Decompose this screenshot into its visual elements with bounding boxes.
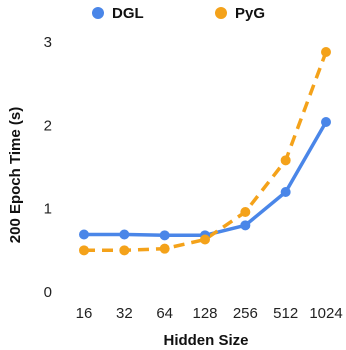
legend-marker-dgl <box>92 7 104 19</box>
x-tick-label: 1024 <box>309 305 342 322</box>
data-point-dgl <box>280 187 291 197</box>
legend: DGL PyG <box>92 5 265 22</box>
series-line-pyg <box>84 51 328 253</box>
legend-marker-pyg <box>215 7 227 19</box>
data-point-pyg <box>119 245 130 256</box>
y-axis-label: 200 Epoch Time (s) <box>7 107 24 243</box>
x-tick-label: 16 <box>76 305 93 322</box>
y-axis-ticks: 0 1 2 3 <box>44 34 52 301</box>
series-line-dgl <box>84 121 328 238</box>
data-point-dgl <box>159 230 170 241</box>
data-point-dgl <box>79 229 89 240</box>
x-tick-label: 64 <box>156 305 173 322</box>
x-axis-ticks: 16 32 64 128 256 512 1024 <box>76 305 343 322</box>
data-point-pyg <box>159 243 170 254</box>
x-tick-label: 512 <box>273 305 298 322</box>
y-tick-label: 2 <box>44 117 52 134</box>
legend-label-dgl: DGL <box>112 5 144 22</box>
data-point-pyg <box>280 155 291 166</box>
data-point-dgl <box>119 229 130 240</box>
y-tick-label: 3 <box>44 34 52 51</box>
legend-label-pyg: PyG <box>235 5 265 22</box>
data-point-pyg <box>79 245 89 256</box>
y-tick-label: 0 <box>44 284 52 301</box>
x-tick-label: 128 <box>192 305 217 322</box>
x-tick-label: 256 <box>233 305 258 322</box>
series-lines <box>84 51 328 253</box>
x-tick-label: 32 <box>116 305 133 322</box>
series-points <box>79 47 331 256</box>
y-tick-label: 1 <box>44 201 52 218</box>
data-point-pyg <box>200 234 210 245</box>
data-point-dgl <box>321 117 331 127</box>
x-axis-label: Hidden Size <box>163 332 248 349</box>
data-point-pyg <box>240 207 251 217</box>
data-point-pyg <box>321 47 331 57</box>
data-point-dgl <box>240 220 251 231</box>
